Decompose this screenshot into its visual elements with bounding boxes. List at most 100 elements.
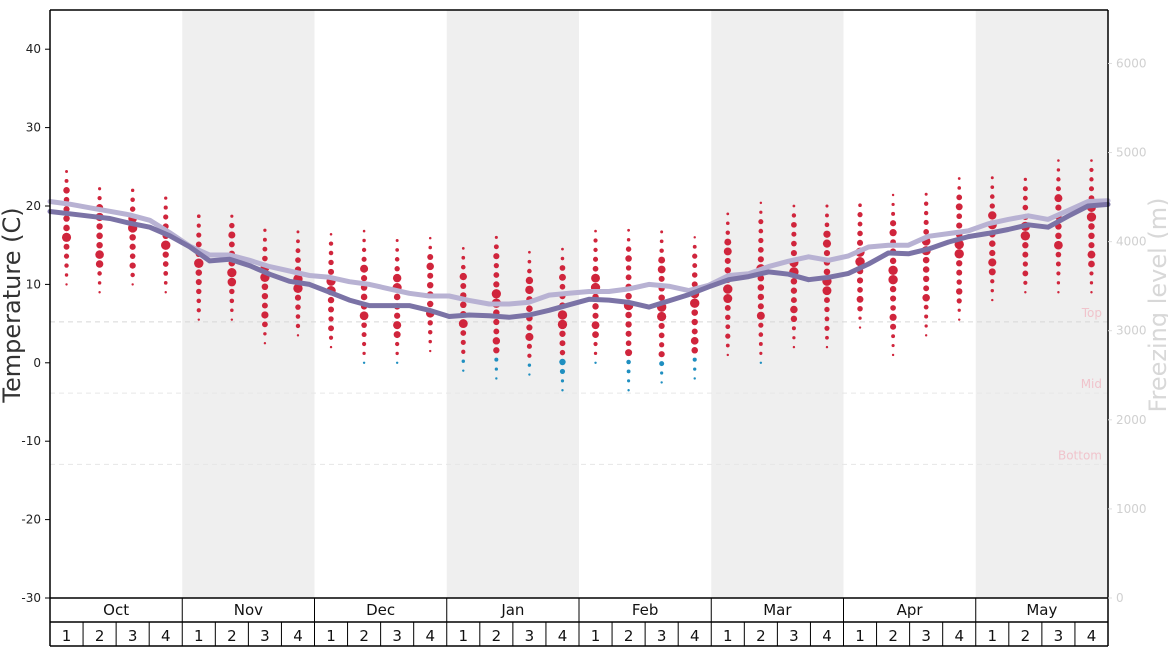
- temp-dot: [956, 269, 963, 276]
- week-label: 4: [425, 627, 435, 645]
- temp-dot: [392, 273, 402, 283]
- temp-dot: [1089, 177, 1094, 182]
- temp-dot: [857, 212, 863, 218]
- temp-dot: [958, 318, 961, 321]
- temp-dot: [956, 194, 963, 201]
- temp-dot: [824, 222, 830, 228]
- temp-dot: [196, 288, 202, 295]
- temp-dot: [791, 240, 797, 247]
- temp-dot: [162, 251, 169, 258]
- temp-dot: [1055, 251, 1062, 258]
- temp-dot: [924, 192, 928, 196]
- temp-dot: [63, 215, 70, 222]
- temp-dot: [130, 272, 135, 278]
- temp-dot: [1056, 271, 1061, 276]
- temp-dot: [525, 332, 534, 341]
- temp-dot: [924, 324, 928, 328]
- temp-dot: [891, 343, 895, 348]
- temp-dot: [890, 220, 897, 227]
- temp-dot: [262, 237, 267, 242]
- x-axis-months-weeks: Oct 1 2 3 4 Nov 1 2 3 4 Dec 1 2 3 4 Jan 1 2 3 4 Feb 1 2 3 4 Mar 1 2…: [50, 597, 1108, 647]
- temp-dot: [393, 331, 401, 339]
- week-label: 2: [1021, 627, 1031, 645]
- temp-dot: [659, 361, 665, 367]
- y2-tick-label: 6000: [1116, 56, 1147, 70]
- temp-dot: [756, 311, 765, 320]
- temp-dot: [956, 298, 962, 304]
- temp-dot: [858, 316, 862, 320]
- temp-dot: [626, 359, 631, 365]
- temp-dot: [1055, 204, 1062, 211]
- temp-dot: [824, 316, 830, 322]
- temp-dot: [659, 342, 665, 348]
- temp-dot: [559, 358, 566, 366]
- temp-dot: [592, 256, 599, 262]
- temp-dot: [129, 253, 136, 259]
- temp-dot: [130, 197, 135, 202]
- week-label: 1: [855, 627, 865, 645]
- temp-dot: [228, 241, 235, 248]
- temp-dot: [163, 281, 168, 285]
- temp-dot: [63, 187, 70, 194]
- week-label: 2: [624, 627, 634, 645]
- temp-dot: [1088, 242, 1095, 249]
- temp-dot: [493, 272, 500, 278]
- temp-dot: [791, 221, 797, 228]
- month-label-feb: Feb: [632, 601, 659, 619]
- temp-dot: [824, 325, 830, 331]
- temp-dot: [560, 256, 565, 261]
- temp-dot: [492, 337, 501, 345]
- temp-dot: [63, 253, 70, 259]
- temp-dot: [954, 249, 964, 259]
- temp-dot: [857, 305, 863, 312]
- temp-dot: [591, 273, 600, 283]
- week-label: 3: [128, 627, 138, 645]
- temp-dot: [724, 267, 731, 274]
- temp-dot: [790, 287, 798, 294]
- temp-dot: [691, 346, 698, 354]
- temp-dot: [61, 232, 72, 242]
- temp-dot: [692, 244, 697, 249]
- temp-dot: [362, 229, 366, 233]
- level-label-mid: Mid: [1081, 377, 1102, 391]
- y-tick-label: 30: [26, 121, 41, 135]
- week-label: 3: [525, 627, 535, 645]
- temp-dot: [891, 211, 896, 216]
- temp-dot: [494, 357, 499, 362]
- temp-dot: [329, 345, 333, 349]
- temp-dot: [227, 268, 237, 278]
- temp-dot: [527, 268, 532, 274]
- temp-dot: [63, 206, 70, 213]
- temp-dot: [723, 294, 733, 304]
- temp-dot: [295, 248, 301, 254]
- temp-dot: [658, 256, 666, 264]
- week-label: 4: [558, 627, 568, 645]
- temp-dot: [528, 373, 531, 376]
- temp-dot: [988, 258, 997, 267]
- temp-dot: [129, 243, 136, 250]
- y2-axis-title: Freezing level (m): [1144, 197, 1168, 412]
- temp-dot: [593, 351, 598, 356]
- temp-dot: [427, 253, 434, 260]
- temp-dot: [759, 351, 763, 355]
- temp-dot: [988, 268, 996, 276]
- temp-dot: [792, 204, 796, 208]
- temp-dot: [592, 331, 599, 338]
- temp-dot: [692, 253, 698, 259]
- temp-dot: [724, 238, 732, 246]
- temp-dot: [162, 261, 169, 267]
- series-lines: [47, 198, 1111, 320]
- temp-dot: [690, 337, 699, 345]
- temp-dot: [923, 285, 930, 292]
- temp-dot: [328, 325, 334, 332]
- temp-dot: [890, 305, 896, 311]
- temp-dot: [891, 193, 895, 197]
- temp-dot: [691, 309, 698, 316]
- temp-dot: [988, 211, 997, 220]
- temp-dot: [459, 272, 467, 281]
- temp-dot: [625, 246, 632, 252]
- temp-dot: [195, 241, 202, 248]
- temp-dot: [757, 293, 765, 301]
- temp-dot: [361, 247, 367, 253]
- week-label: 1: [723, 627, 733, 645]
